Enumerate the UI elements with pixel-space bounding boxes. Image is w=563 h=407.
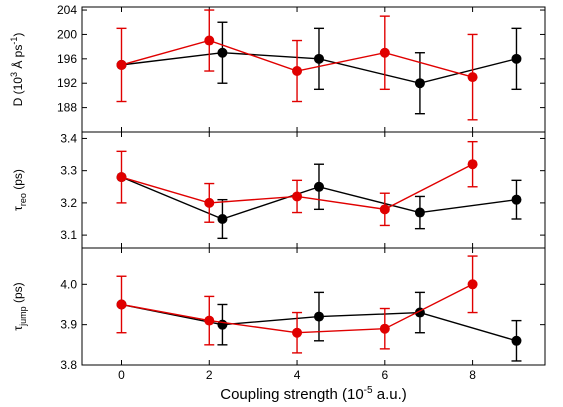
x-tick-label: 8 bbox=[469, 368, 476, 382]
y-tick-label: 192 bbox=[57, 76, 77, 90]
panel-middle: 3.1 3.2 3.3 3.4 τreo (ps) bbox=[11, 131, 546, 249]
x-label-text: Coupling strength (10 bbox=[220, 386, 363, 403]
data-point bbox=[217, 214, 228, 224]
data-point bbox=[292, 66, 303, 77]
panel-bottom: 3.8 3.9 4.0 τjump (ps) bbox=[11, 247, 546, 372]
y-label-text: ) bbox=[11, 33, 25, 37]
y-tick-label: 4.0 bbox=[60, 277, 77, 291]
data-point bbox=[116, 299, 127, 310]
data-point bbox=[379, 204, 390, 215]
series-red bbox=[116, 9, 478, 121]
x-axis: 0 2 4 6 8 Coupling strength (10-5 a.u.) bbox=[118, 368, 476, 403]
x-axis-label: Coupling strength (10-5 a.u.) bbox=[220, 385, 407, 403]
y-tick-label: 3.9 bbox=[60, 318, 77, 332]
series-red bbox=[116, 255, 478, 354]
x-label-sup: -5 bbox=[364, 385, 373, 396]
y-label-sup: -1 bbox=[9, 37, 19, 45]
y-tick-label: 204 bbox=[57, 3, 77, 17]
data-point bbox=[313, 311, 324, 322]
y-tick-label: 196 bbox=[57, 52, 77, 66]
data-point bbox=[204, 197, 215, 208]
y-axis-label: τreo (ps) bbox=[11, 169, 28, 211]
x-tick-label: 4 bbox=[294, 368, 301, 382]
y-label-sub: jump bbox=[18, 306, 28, 327]
data-point bbox=[379, 323, 390, 334]
y-label-text: τ bbox=[11, 206, 25, 211]
y-label-text: (ps) bbox=[11, 169, 25, 193]
data-point bbox=[511, 53, 522, 64]
y-label-sup: 3 bbox=[9, 72, 19, 77]
y-axis-label: D (103 Å ps-1) bbox=[9, 33, 25, 107]
data-point bbox=[414, 78, 425, 89]
x-label-text: a.u.) bbox=[373, 386, 407, 403]
series-red bbox=[116, 140, 478, 227]
data-point bbox=[467, 279, 478, 290]
data-point bbox=[511, 335, 522, 346]
data-point bbox=[292, 191, 303, 202]
y-label-text: τ bbox=[11, 326, 25, 331]
y-tick-label: 3.1 bbox=[60, 228, 77, 242]
data-point bbox=[511, 194, 522, 205]
data-point bbox=[204, 315, 215, 326]
x-tick-label: 2 bbox=[206, 368, 213, 382]
y-tick-label: 200 bbox=[57, 27, 77, 41]
data-point bbox=[217, 319, 228, 330]
y-tick-label: 188 bbox=[57, 101, 77, 115]
data-point bbox=[467, 159, 478, 170]
panel-top: 188 192 196 200 204 D (103 Å ps-1) bbox=[9, 3, 546, 133]
data-point bbox=[204, 35, 215, 46]
y-tick-label: 3.3 bbox=[60, 164, 77, 178]
data-point bbox=[313, 181, 324, 192]
data-point bbox=[313, 53, 324, 64]
y-label-sub: reo bbox=[18, 193, 28, 206]
series-black bbox=[116, 21, 522, 115]
y-label-text: Å ps bbox=[10, 45, 25, 72]
y-label-text: D (10 bbox=[11, 77, 25, 107]
series-black bbox=[116, 291, 522, 362]
y-tick-label: 3.8 bbox=[60, 358, 77, 372]
data-point bbox=[116, 172, 127, 183]
data-point bbox=[292, 327, 303, 338]
panel-frame bbox=[81, 247, 546, 366]
data-point bbox=[217, 47, 228, 58]
data-point bbox=[467, 72, 478, 83]
data-point bbox=[116, 59, 127, 70]
data-point bbox=[379, 47, 390, 58]
y-tick-label: 3.2 bbox=[60, 196, 77, 210]
x-tick-label: 0 bbox=[118, 368, 125, 382]
y-label-text: (ps) bbox=[11, 282, 25, 306]
data-point bbox=[414, 207, 425, 218]
x-tick-label: 6 bbox=[381, 368, 388, 382]
y-axis-label: τjump (ps) bbox=[11, 282, 28, 330]
series-black bbox=[116, 163, 522, 240]
y-tick-label: 3.4 bbox=[60, 131, 77, 145]
